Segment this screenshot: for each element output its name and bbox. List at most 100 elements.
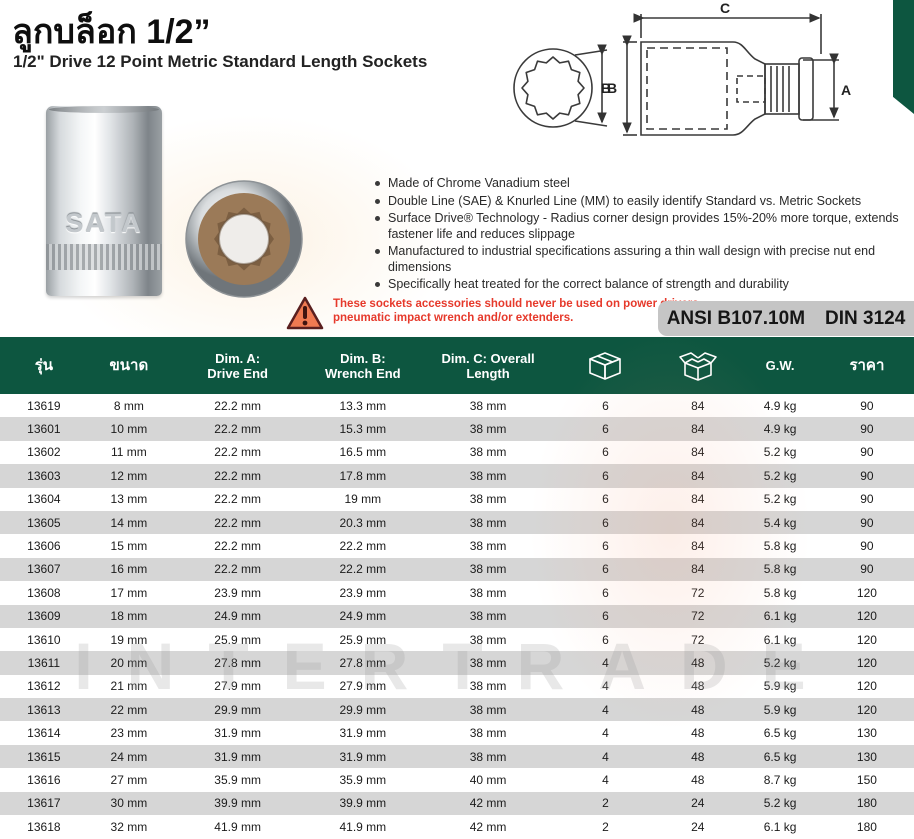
table-cell: 6	[602, 585, 609, 600]
table-cell: 22.2 mm	[339, 539, 387, 554]
table-cell: 13618	[27, 819, 61, 834]
table-cell: 13609	[27, 609, 61, 624]
feature-list: Made of Chrome Vanadium steel Double Line…	[372, 176, 912, 295]
col-header-gw: G.W.	[740, 337, 820, 394]
table-cell: 6.5 kg	[763, 726, 797, 741]
table-cell: 4	[602, 655, 609, 670]
dim-label-a: A	[841, 82, 851, 98]
table-cell: 22.2 mm	[339, 562, 387, 577]
closed-box-icon	[589, 351, 622, 380]
table-cell: 6.1 kg	[763, 819, 797, 834]
table-cell: 6	[602, 632, 609, 647]
table-cell: 5.8 kg	[763, 585, 797, 600]
table-cell: 180	[856, 819, 877, 834]
table-cell: 6	[602, 539, 609, 554]
table-cell: 29.9 mm	[339, 702, 387, 717]
table-cell: 24 mm	[110, 749, 148, 764]
warning-line1: These sockets accessories should never b…	[333, 298, 702, 310]
table-cell: 5.2 kg	[763, 492, 797, 507]
table-row: 13612 21 mm 27.9 mm 27.9 mm 38 mm 4 48 5.9 kg 12…	[0, 675, 914, 698]
table-cell: 24.9 mm	[214, 609, 261, 624]
table-cell: 31.9 mm	[339, 749, 387, 764]
table-cell: 120	[856, 632, 877, 647]
table-cell: 32 mm	[110, 819, 148, 834]
table-cell: 5.4 kg	[763, 515, 797, 530]
table-cell: 8 mm	[113, 398, 144, 413]
table-cell: 6	[602, 609, 609, 624]
table-cell: 90	[860, 562, 874, 577]
col-header-size: ขนาด	[87, 337, 170, 394]
table-cell: 84	[691, 562, 705, 577]
dim-label-b-side: B	[601, 80, 611, 96]
table-row: 13616 27 mm 35.9 mm 35.9 mm 40 mm 4 48 8.7 kg 15…	[0, 768, 914, 791]
table-cell: 48	[691, 772, 705, 787]
corner-accent-bar	[893, 0, 914, 114]
table-cell: 35.9 mm	[214, 772, 261, 787]
table-cell: 6	[602, 398, 609, 413]
table-cell: 5.8 kg	[763, 539, 797, 554]
table-cell: 23.9 mm	[339, 585, 387, 600]
table-cell: 27.9 mm	[339, 679, 387, 694]
socket-end-photo	[185, 180, 303, 298]
table-cell: 13608	[27, 585, 61, 600]
col-header-model: รุ่น	[0, 337, 88, 394]
table-row: 13607 16 mm 22.2 mm 22.2 mm 38 mm 6 84 5.8 kg 90	[0, 557, 914, 582]
table-cell: 22.2 mm	[214, 445, 261, 460]
table-cell: 38 mm	[469, 749, 507, 764]
table-cell: 22 mm	[110, 702, 148, 717]
table-row: 13606 15 mm 22.2 mm 22.2 mm 38 mm 6 84 5.8 kg 90	[0, 534, 914, 557]
table-cell: 84	[691, 445, 705, 460]
table-row: 13611 20 mm 27.8 mm 27.8 mm 38 mm 4 48 5.2 kg 12…	[0, 651, 914, 675]
table-cell: 38 mm	[469, 539, 507, 554]
warning-text: These sockets accessories should never b…	[333, 297, 702, 325]
table-cell: 39.9 mm	[339, 796, 387, 811]
table-cell: 24.9 mm	[339, 609, 387, 624]
table-cell: 120	[856, 679, 877, 694]
table-cell: 4	[602, 679, 609, 694]
table-cell: 13605	[27, 515, 61, 530]
table-cell: 42 mm	[469, 819, 507, 834]
table-cell: 13613	[27, 702, 61, 717]
table-cell: 6.1 kg	[763, 609, 797, 624]
table-cell: 72	[691, 609, 705, 624]
table-cell: 27 mm	[110, 772, 148, 787]
table-cell: 13614	[27, 726, 61, 741]
table-cell: 84	[691, 539, 705, 554]
table-cell: 38 mm	[469, 445, 507, 460]
table-cell: 38 mm	[469, 655, 507, 670]
table-cell: 38 mm	[469, 702, 507, 717]
table-cell: 22.2 mm	[214, 562, 261, 577]
table-cell: 42 mm	[469, 796, 507, 811]
din-standard: DIN 3124	[825, 307, 906, 329]
feature-item: Surface Drive® Technology - Radius corne…	[372, 211, 912, 242]
knurl-band	[46, 244, 162, 270]
col-header-price: ราคา	[819, 337, 914, 394]
table-cell: 4.9 kg	[763, 398, 797, 413]
table-cell: 31.9 mm	[339, 726, 387, 741]
table-cell: 90	[860, 422, 874, 437]
table-cell: 23.9 mm	[214, 585, 261, 600]
page-subtitle: 1/2" Drive 12 Point Metric Standard Leng…	[13, 52, 428, 71]
table-cell: 5.2 kg	[763, 445, 797, 460]
table-cell: 48	[691, 726, 705, 741]
table-cell: 22.2 mm	[214, 539, 261, 554]
table-cell: 19 mm	[344, 492, 382, 507]
table-cell: 16.5 mm	[339, 445, 387, 460]
table-cell: 120	[856, 702, 877, 717]
table-cell: 24	[691, 796, 705, 811]
table-cell: 38 mm	[469, 515, 507, 530]
table-cell: 84	[691, 468, 705, 483]
table-cell: 6	[602, 515, 609, 530]
table-cell: 48	[691, 679, 705, 694]
table-cell: 22.2 mm	[214, 515, 261, 530]
table-cell: 13617	[27, 796, 61, 811]
table-cell: 31.9 mm	[214, 726, 261, 741]
warning-note: These sockets accessories should never b…	[286, 296, 702, 330]
table-cell: 13606	[27, 539, 61, 554]
dim-label-c: C	[720, 2, 730, 16]
table-cell: 4	[602, 726, 609, 741]
table-cell: 14 mm	[110, 515, 148, 530]
page-title: ลูกบล็อก 1/2”	[12, 13, 211, 51]
table-row: 13609 18 mm 24.9 mm 24.9 mm 38 mm 6 72 6.1 kg 12…	[0, 604, 914, 628]
table-cell: 21 mm	[110, 679, 148, 694]
